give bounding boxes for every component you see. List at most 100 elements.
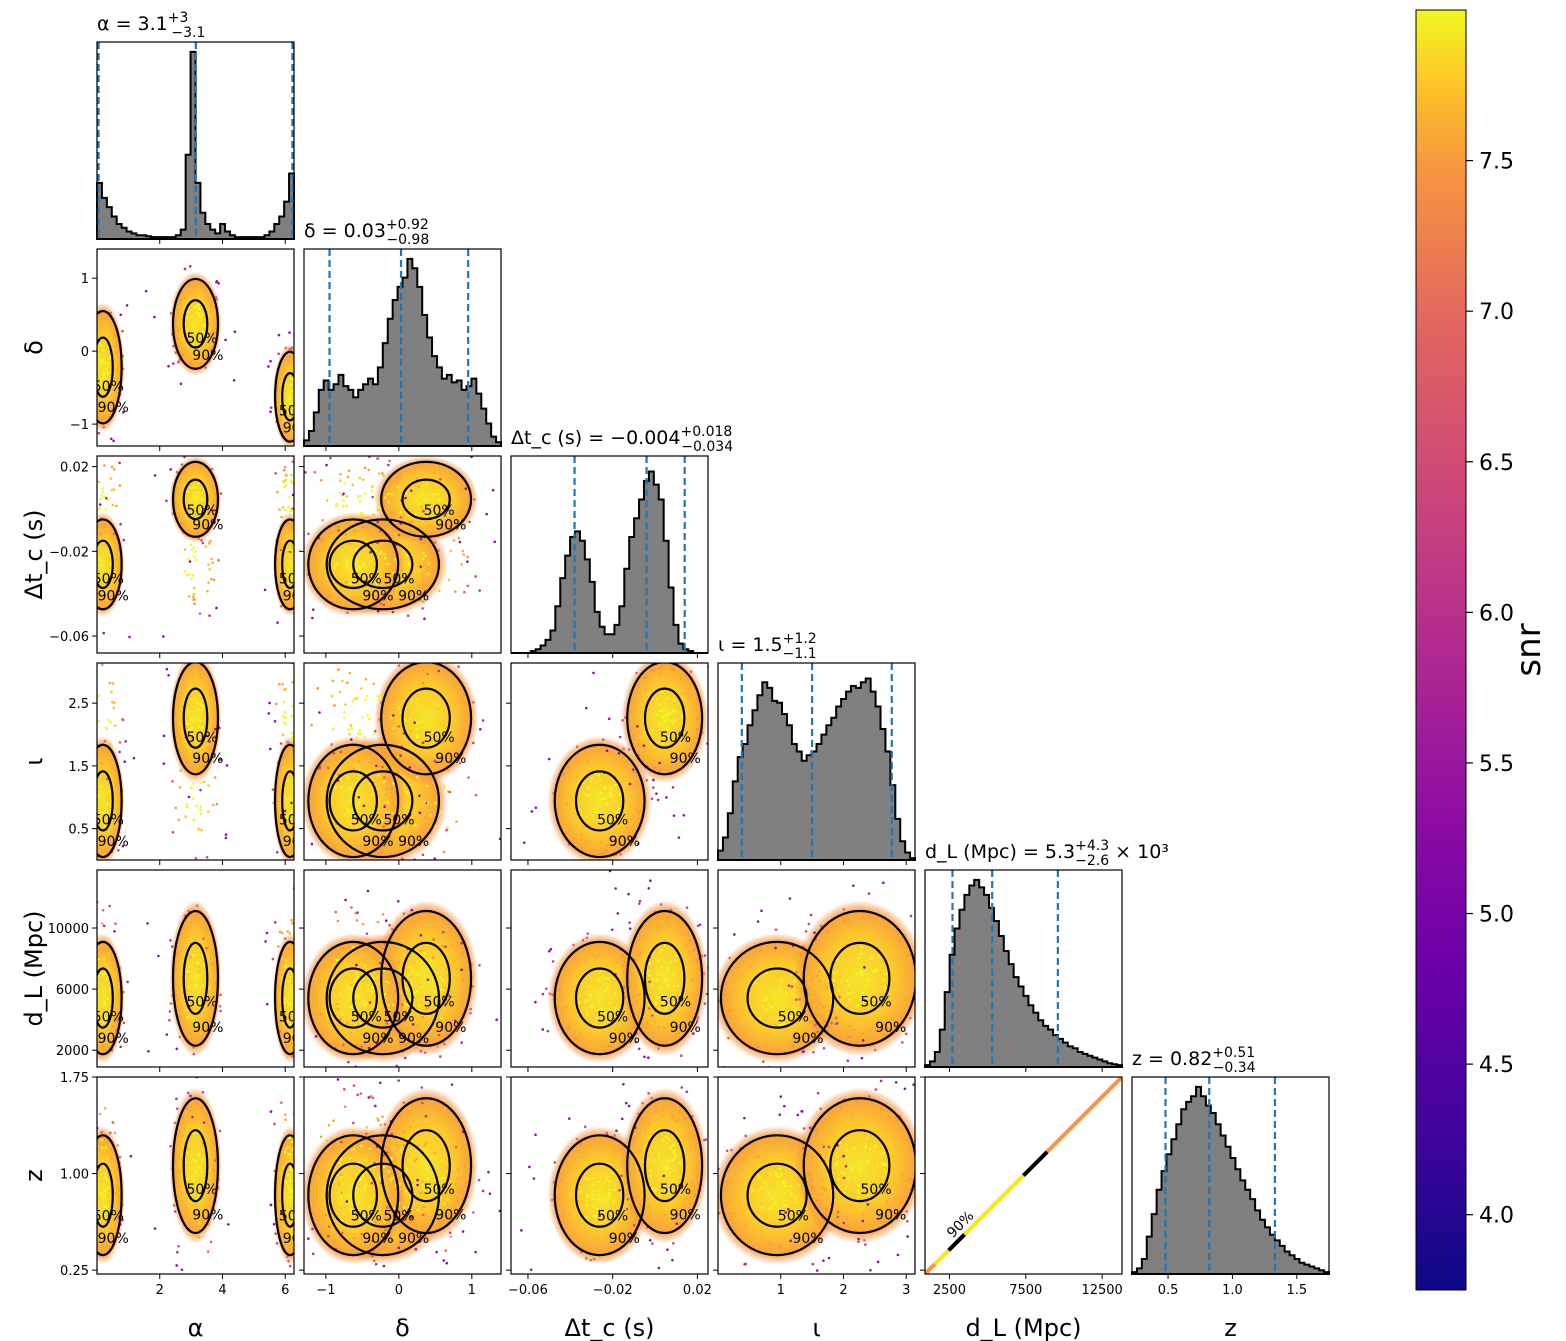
scatter-point <box>286 815 290 819</box>
panel-iota-dL: 50%90%50%90% <box>713 869 916 1072</box>
scatter-point <box>337 668 340 672</box>
scatter-point <box>639 713 643 717</box>
scatter-point <box>199 1297 202 1300</box>
scatter-point <box>594 772 597 776</box>
scatter-point <box>867 914 871 918</box>
scatter-point <box>83 1033 86 1036</box>
scatter-point <box>369 532 373 536</box>
scatter-point <box>648 962 652 966</box>
scatter-point <box>207 1201 211 1205</box>
y-tick-label: 0.02 <box>60 461 89 476</box>
scatter-point <box>692 1185 696 1189</box>
scatter-point <box>374 1220 378 1224</box>
scatter-point <box>104 508 107 511</box>
scatter-point <box>878 1014 882 1017</box>
panel-alpha-z: 50%90%50%90% 50%90%2 4 60.251.001.75 <box>60 1071 295 1300</box>
scatter-point <box>299 757 302 760</box>
scatter-point <box>587 1145 590 1148</box>
scatter-point <box>199 812 203 816</box>
scatter-point <box>191 1016 194 1020</box>
scatter-point <box>668 711 672 714</box>
scatter-point <box>337 1182 341 1186</box>
scatter-point <box>300 359 303 362</box>
scatter-point <box>672 708 676 711</box>
scatter-point <box>349 1031 352 1035</box>
scatter-point <box>117 569 121 573</box>
scatter-point <box>217 282 221 285</box>
scatter-point <box>358 955 361 958</box>
scatter-point <box>295 540 298 543</box>
contour-line <box>281 539 294 590</box>
scatter-point <box>279 550 283 554</box>
scatter-point <box>205 345 209 348</box>
scatter-point <box>550 1198 554 1202</box>
scatter-point <box>549 947 553 951</box>
scatter-point <box>85 1234 88 1237</box>
scatter-point <box>348 1200 352 1204</box>
scatter-point <box>876 1164 879 1168</box>
scatter-point <box>450 703 454 706</box>
contour-line <box>325 518 441 611</box>
scatter-point <box>614 1023 618 1027</box>
scatter-point <box>771 1245 774 1249</box>
scatter-point <box>417 1004 421 1008</box>
scatter-point <box>425 1141 428 1145</box>
scatter-point <box>132 756 136 760</box>
scatter-point <box>586 1195 589 1199</box>
scatter-point <box>201 347 204 351</box>
scatter-point <box>851 1027 855 1031</box>
scatter-point <box>604 1201 608 1204</box>
scatter-point <box>425 511 428 514</box>
scatter-point <box>283 998 287 1001</box>
scatter-point <box>751 1189 755 1192</box>
scatter-point <box>643 1134 647 1137</box>
scatter-point <box>428 470 431 473</box>
scatter-point <box>568 1212 571 1215</box>
scatter-point <box>443 514 447 517</box>
scatter-point <box>685 972 689 976</box>
scatter-point <box>444 526 448 530</box>
scatter-point <box>208 740 212 744</box>
scatter-point <box>802 1127 806 1130</box>
scatter-point <box>642 701 645 705</box>
scatter-point <box>126 980 129 984</box>
scatter-point <box>176 337 179 341</box>
scatter-point <box>165 1033 169 1036</box>
scatter-point <box>101 909 105 912</box>
scatter-point <box>808 1126 812 1130</box>
scatter-point <box>635 671 638 675</box>
scatter-point <box>341 1182 344 1186</box>
scatter-point <box>815 961 818 965</box>
scatter-point <box>94 508 97 511</box>
scatter-point <box>187 972 190 976</box>
scatter-point <box>656 925 660 928</box>
scatter-point <box>421 1016 425 1019</box>
scatter-point <box>416 697 419 701</box>
scatter-point <box>345 575 348 578</box>
scatter-point <box>781 951 785 955</box>
scatter-point <box>290 481 294 485</box>
scatter-point <box>836 958 839 962</box>
scatter-point <box>634 808 638 811</box>
scatter-point <box>610 1045 614 1049</box>
scatter-point <box>551 993 554 997</box>
scatter-point <box>735 1017 738 1020</box>
scatter-point <box>449 1134 452 1137</box>
panel-title-z: z = 0.82+0.51 −0.34 <box>1132 1045 1256 1076</box>
scatter-point <box>110 690 113 694</box>
scatter-point <box>354 911 357 915</box>
y-tick-label: 1 <box>81 272 89 287</box>
scatter-point <box>816 1199 819 1202</box>
scatter-point <box>290 738 294 741</box>
scatter-point <box>300 1060 303 1063</box>
scatter-point <box>343 1105 347 1109</box>
scatter-point <box>97 795 100 798</box>
contour-label: 90% <box>398 588 429 604</box>
scatter-point <box>609 786 613 790</box>
scatter-point <box>807 1033 811 1037</box>
scatter-point <box>773 949 777 952</box>
scatter-point <box>636 742 640 746</box>
scatter-point <box>289 987 293 991</box>
scatter-point <box>271 957 275 961</box>
scatter-point <box>291 704 294 708</box>
